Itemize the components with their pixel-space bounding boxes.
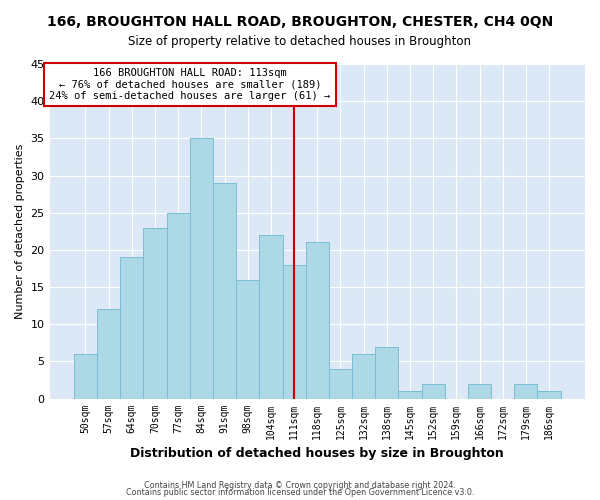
Bar — [167, 212, 190, 398]
Bar — [538, 391, 560, 398]
Bar — [74, 354, 97, 399]
Bar — [213, 183, 236, 398]
Bar — [422, 384, 445, 398]
Bar — [329, 369, 352, 398]
Bar — [120, 258, 143, 398]
Bar — [468, 384, 491, 398]
Bar — [514, 384, 538, 398]
Bar — [375, 346, 398, 399]
Bar — [305, 242, 329, 398]
Text: Contains public sector information licensed under the Open Government Licence v3: Contains public sector information licen… — [126, 488, 474, 497]
Text: Size of property relative to detached houses in Broughton: Size of property relative to detached ho… — [128, 35, 472, 48]
Bar — [97, 310, 120, 398]
Text: 166 BROUGHTON HALL ROAD: 113sqm
← 76% of detached houses are smaller (189)
24% o: 166 BROUGHTON HALL ROAD: 113sqm ← 76% of… — [49, 68, 331, 101]
Bar — [236, 280, 259, 398]
Bar — [143, 228, 167, 398]
Bar — [259, 235, 283, 398]
Text: Contains HM Land Registry data © Crown copyright and database right 2024.: Contains HM Land Registry data © Crown c… — [144, 480, 456, 490]
Bar — [398, 391, 422, 398]
Bar — [190, 138, 213, 398]
Bar — [352, 354, 375, 399]
Text: 166, BROUGHTON HALL ROAD, BROUGHTON, CHESTER, CH4 0QN: 166, BROUGHTON HALL ROAD, BROUGHTON, CHE… — [47, 15, 553, 29]
Y-axis label: Number of detached properties: Number of detached properties — [15, 144, 25, 319]
X-axis label: Distribution of detached houses by size in Broughton: Distribution of detached houses by size … — [130, 447, 504, 460]
Bar — [283, 264, 305, 398]
